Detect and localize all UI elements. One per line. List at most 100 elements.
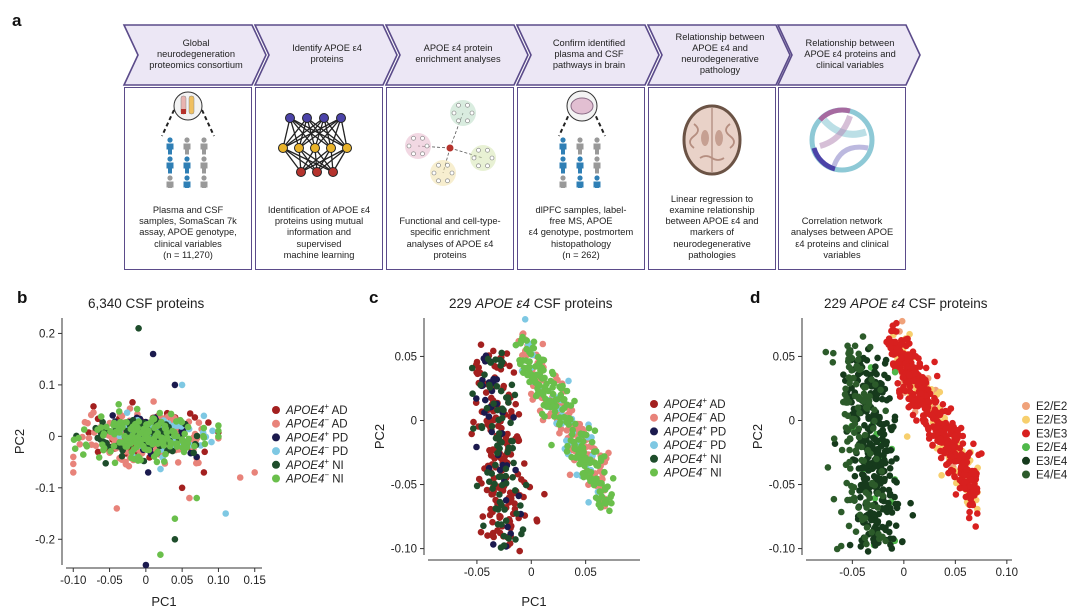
data-point <box>541 374 548 382</box>
data-point <box>929 403 937 410</box>
data-point <box>846 458 853 466</box>
data-point <box>150 453 158 460</box>
data-point <box>120 429 127 437</box>
data-point <box>151 418 158 426</box>
data-point <box>913 417 920 424</box>
data-point <box>581 457 588 465</box>
data-point <box>936 404 944 411</box>
data-point <box>848 354 856 362</box>
data-point <box>199 429 207 436</box>
data-point <box>130 428 138 436</box>
data-point <box>97 436 105 443</box>
data-point <box>871 513 879 521</box>
data-point <box>929 411 936 419</box>
data-point <box>873 390 881 398</box>
data-point <box>602 484 609 491</box>
data-point <box>856 511 864 519</box>
data-point <box>599 475 606 483</box>
data-point <box>169 441 177 449</box>
data-point <box>142 421 150 429</box>
data-point <box>182 420 189 428</box>
data-point <box>541 413 548 420</box>
data-point <box>165 430 173 438</box>
data-point <box>848 488 856 496</box>
data-point <box>854 371 862 378</box>
data-point <box>913 386 920 393</box>
data-point <box>498 430 506 437</box>
data-point <box>854 443 862 450</box>
data-point <box>960 476 968 483</box>
data-point <box>131 424 139 431</box>
data-point <box>916 383 923 390</box>
data-point <box>531 376 538 384</box>
data-point <box>483 417 491 425</box>
data-point <box>521 336 529 343</box>
data-point <box>892 522 900 529</box>
data-point <box>556 414 564 421</box>
data-point <box>872 395 879 402</box>
data-point <box>970 470 977 478</box>
y-axis-label: PC2 <box>750 424 765 449</box>
legend-group: E4/E4 <box>1036 470 1068 482</box>
data-point <box>848 482 855 490</box>
data-point <box>874 504 881 511</box>
data-point <box>477 341 485 349</box>
x-tick-label: 0.10 <box>996 567 1018 579</box>
data-point <box>840 371 847 379</box>
data-point <box>139 426 147 434</box>
data-point <box>526 363 533 371</box>
data-point <box>215 429 222 436</box>
data-point <box>583 431 590 439</box>
data-point <box>152 426 159 434</box>
data-point <box>918 385 925 392</box>
data-point <box>111 418 119 425</box>
data-point <box>585 435 593 443</box>
data-point <box>858 363 866 371</box>
data-point <box>149 429 156 436</box>
step-4-description-line: ε4 genotype, postmortem <box>528 227 634 238</box>
data-point <box>941 426 948 434</box>
data-point <box>856 369 864 377</box>
data-point <box>556 405 563 413</box>
data-point <box>133 405 141 413</box>
data-point <box>970 475 978 483</box>
data-point <box>145 446 153 454</box>
data-point <box>505 535 512 542</box>
data-point <box>158 415 166 423</box>
data-point <box>136 435 144 442</box>
data-point <box>548 441 555 449</box>
data-point <box>141 442 149 449</box>
data-point <box>568 445 575 453</box>
data-point <box>880 421 887 428</box>
data-point <box>512 466 519 474</box>
data-point <box>871 417 878 425</box>
data-point <box>936 411 944 419</box>
data-point <box>914 382 921 389</box>
data-point <box>950 443 958 451</box>
data-point <box>101 439 108 447</box>
data-point <box>862 456 870 464</box>
data-point <box>115 440 123 448</box>
series-apoe4-pd <box>99 381 229 517</box>
data-point <box>952 437 960 445</box>
data-point <box>877 386 884 394</box>
data-point <box>908 363 916 370</box>
data-point <box>135 436 143 444</box>
data-point <box>494 521 502 528</box>
data-point <box>478 480 485 487</box>
data-point <box>606 507 613 515</box>
data-point <box>874 489 882 497</box>
data-point <box>128 433 136 441</box>
data-point <box>201 448 208 456</box>
data-point <box>568 415 576 423</box>
data-point <box>874 518 882 525</box>
data-point <box>551 401 558 408</box>
data-point <box>864 446 872 454</box>
data-point <box>175 446 182 453</box>
data-point <box>540 376 547 384</box>
data-point <box>94 448 102 456</box>
x-tick-label: 0 <box>528 567 534 579</box>
data-point <box>903 433 911 440</box>
data-point <box>950 463 957 471</box>
data-point <box>155 435 162 442</box>
